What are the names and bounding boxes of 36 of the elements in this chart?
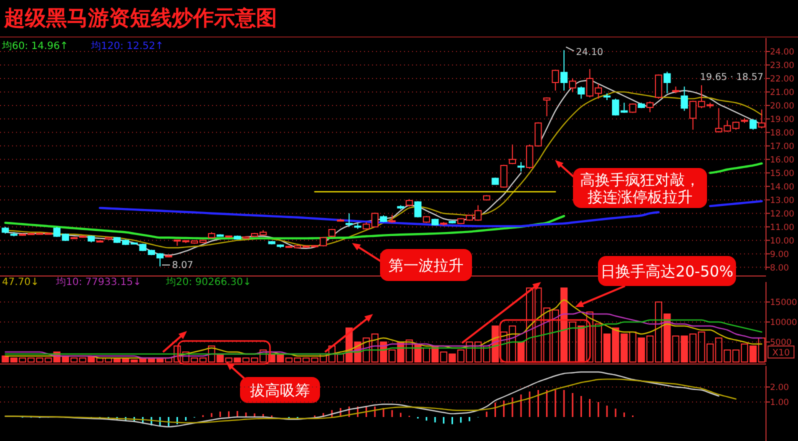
- y-tick-label: 21.00: [770, 88, 794, 98]
- y-tick-label: 18.00: [770, 128, 794, 138]
- annotation: 拔高吸筹: [250, 381, 310, 400]
- text: 均10: 77933.15↓: [55, 276, 142, 288]
- y-tick-label: 17.00: [770, 142, 794, 152]
- annotation: 第一波拉升: [388, 256, 464, 274]
- annotation: 高换手疯狂对敲，接连涨停板拉升: [580, 170, 700, 206]
- y-tick-label: 5000: [770, 338, 792, 348]
- y-tick-label: 15000: [770, 298, 798, 308]
- annotation: 19.65 · 18.57: [700, 72, 764, 83]
- y-axis-title: X10: [772, 348, 790, 358]
- y-tick-label: 8.00: [770, 263, 789, 274]
- y-tick-label: 20.00: [770, 101, 794, 112]
- y-tick-label: 23.00: [770, 60, 794, 71]
- y-tick-label: 24.00: [770, 47, 794, 58]
- annotation: 24.10: [576, 47, 604, 58]
- text: 47.70↓: [2, 277, 40, 288]
- y-tick-label: 16.00: [770, 155, 794, 166]
- y-tick-label: 12.00: [770, 209, 794, 220]
- y-tick-label: 11.00: [770, 222, 794, 233]
- y-tick-label: 10.00: [770, 236, 794, 246]
- y-tick-label: 9.00: [770, 250, 789, 260]
- y-tick-label: 13.00: [770, 196, 794, 206]
- y-tick-label: 1.00: [770, 398, 789, 408]
- annotation: 8.07: [172, 260, 194, 271]
- text: 均120: 12.52↑: [90, 40, 164, 52]
- y-tick-label: 2.00: [770, 382, 789, 393]
- text: 均60: 14.96↑: [1, 40, 68, 52]
- chart-title: 超级黑马游资短线炒作示意图: [3, 6, 277, 30]
- y-tick-label: 14.00: [770, 182, 794, 192]
- text: 均20: 90266.30↓: [165, 276, 252, 288]
- annotation: 日换手高达20-50%: [600, 262, 734, 280]
- y-tick-label: 22.00: [770, 74, 794, 84]
- y-tick-label: 19.00: [770, 114, 794, 125]
- y-tick-label: 10000: [770, 318, 798, 328]
- y-tick-label: 15.00: [770, 168, 794, 179]
